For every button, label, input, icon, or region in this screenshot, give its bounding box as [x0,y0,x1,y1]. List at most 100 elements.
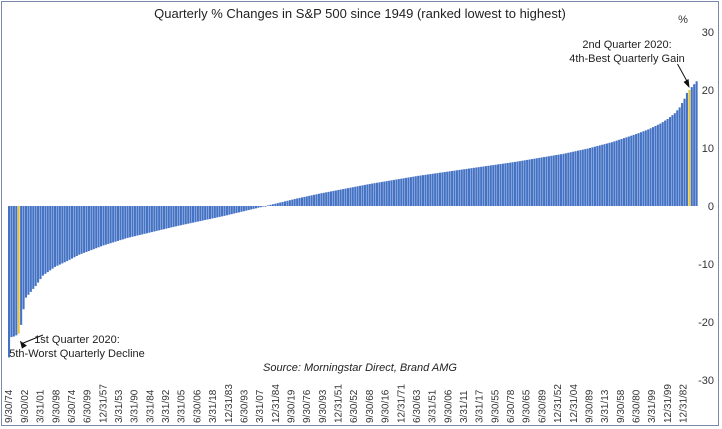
annotation-q1-2020-line1: 1st Quarter 2020: [34,334,120,346]
bar [678,107,681,206]
bar [438,172,442,206]
bar [27,206,30,295]
bar [116,206,120,241]
bar [129,206,132,238]
bar [70,206,74,259]
bar [419,175,422,206]
annotation-q2-2020-line2: 4th-Best Quarterly Gain [569,53,685,65]
bar [150,206,153,233]
bar [516,161,519,206]
bar [530,159,534,206]
bar [422,175,425,206]
x-tick-label: 9/30/19 [287,389,298,423]
bar [141,206,144,235]
bar [34,206,37,287]
bar [262,206,265,207]
bar [627,136,630,206]
bar [576,150,580,206]
bar [233,206,236,214]
bar [625,137,628,206]
bar [284,201,287,206]
bar [288,200,291,206]
bar [29,206,32,292]
bar [603,144,606,206]
bar [463,169,466,206]
bar [693,84,696,206]
bar [414,176,417,206]
x-tick-label: 9/30/76 [302,389,313,423]
x-tick-label: 3/31/05 [177,389,188,423]
bar [211,206,214,219]
bar [87,206,90,252]
bar [397,179,400,206]
bar [20,206,23,325]
bar [509,162,512,206]
bar [162,206,166,230]
x-tick-label: 3/31/99 [647,389,658,423]
bar [124,206,127,239]
annotation-q1-2020-line2: 5th-Worst Quarterly Decline [9,348,145,360]
bar [206,206,209,220]
bar [133,206,136,237]
bar [182,206,185,225]
bar [51,206,54,269]
bar [327,191,330,206]
bar [342,189,345,206]
annotation-q2-2020-line1: 2nd Quarter 2020: [582,39,671,51]
bar [639,132,642,206]
bar [300,197,304,206]
bar [480,166,483,206]
x-tick-label: 9/30/74 [4,389,15,423]
bar [160,206,163,230]
x-tick-label: 12/31/04 [569,384,580,423]
x-tick-label: 9/30/89 [584,389,595,423]
bar [649,128,652,206]
bar [642,131,645,206]
bar [405,177,408,206]
bar [189,206,192,224]
bar [417,175,420,206]
bar [56,206,59,266]
bar [606,143,609,206]
bar [390,180,393,206]
bar [446,171,449,206]
bar [100,206,103,247]
bar [581,149,584,206]
bar [170,206,173,228]
bar [218,206,221,217]
y-tick-label: 10 [702,143,714,155]
bar [572,151,575,206]
bar [451,170,454,206]
y-tick-label: 30 [702,27,714,39]
bar [690,87,693,206]
x-tick-label: 9/30/16 [381,389,392,423]
bar [269,204,272,206]
bar [41,206,44,276]
bar [535,158,538,206]
bar [346,188,350,206]
bar [608,142,611,206]
x-tick-label: 9/30/93 [318,389,329,423]
bar [671,115,674,206]
bar [221,206,224,217]
bar [661,122,664,206]
bar [37,206,40,283]
bar [12,206,15,337]
x-tick-label: 6/30/78 [506,389,517,423]
bar [359,185,362,206]
bar [339,189,342,206]
bar [97,206,100,248]
x-tick-label: 3/31/92 [161,389,172,423]
bar [155,206,158,231]
bar [499,164,502,206]
bar [368,183,371,206]
bar [167,206,170,229]
bar [242,206,245,212]
bar [247,206,250,211]
bar [175,206,178,227]
bar [489,165,492,206]
bar [276,203,279,206]
bar [412,176,415,206]
bar [528,159,531,206]
bar [78,206,81,255]
